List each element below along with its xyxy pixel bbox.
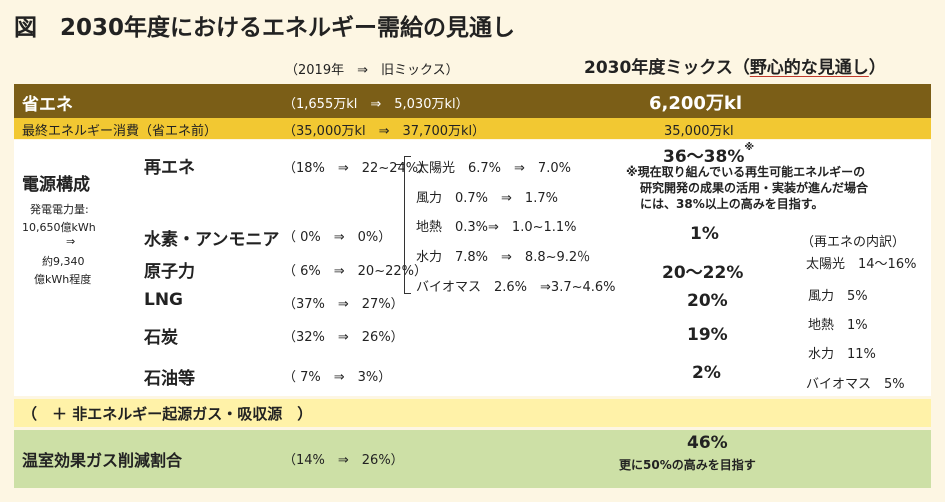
source-value-renewable: 36～38%※: [663, 142, 754, 167]
savings-band: [14, 84, 931, 118]
renewable-note-mark: ※: [744, 142, 755, 153]
new-mix-prefix: 2030年度ミックス（: [584, 58, 750, 78]
source-value-coal: 19%: [687, 325, 728, 345]
renewable-old-item: 水力 7.8% ⇒ 8.8~9.2％: [416, 250, 591, 265]
renewable-bracket-tick: [396, 164, 404, 165]
final-consumption-value: 35,000万kl: [664, 124, 734, 139]
renewable-new-item: 風力 5%: [808, 289, 868, 304]
page-title: 図 2030年度におけるエネルギー需給の見通し: [14, 15, 516, 41]
renewable-new-item: 水力 11%: [808, 347, 876, 362]
source-label-nuclear: 原子力: [144, 262, 195, 282]
final-consumption-label: 最終エネルギー消費（省エネ前）: [22, 124, 218, 139]
power-sub-3: ⇒: [66, 235, 76, 248]
renewable-bracket: [404, 156, 411, 294]
source-label-lng: LNG: [144, 290, 184, 310]
renewable-new-heading: （再エネの内訳）: [801, 235, 906, 250]
source-label-renewable: 再エネ: [144, 158, 195, 178]
source-range-coal: （32% ⇒ 26%）: [283, 330, 404, 345]
new-mix-suffix: ）: [868, 58, 886, 78]
savings-value: 6,200万kl: [649, 93, 743, 114]
power-sub-1: 発電電力量:: [30, 203, 89, 216]
renewable-new-item: バイオマス 5%: [806, 377, 905, 392]
renewable-new-item: 地熱 1%: [808, 318, 868, 333]
final-consumption-range: （35,000万kl ⇒ 37,700万kl）: [283, 124, 486, 139]
renewable-old-item: 地熱 0.3%⇒ 1.0~1.1%: [416, 220, 577, 235]
non-energy-label: （ ＋ 非エネルギー起源ガス・吸収源 ）: [22, 405, 313, 423]
non-energy-band: [14, 399, 931, 427]
source-range-renewable: （18% ⇒ 22~24%）: [283, 161, 432, 176]
ghg-note: 更に50%の高みを目指す: [619, 458, 756, 472]
power-sub-2: 10,650億kWh: [22, 221, 96, 234]
new-mix-underlined: 野心的な見通し: [749, 58, 869, 78]
source-label-coal: 石炭: [144, 328, 178, 348]
source-range-hydrogen: （ 0% ⇒ 0%）: [283, 230, 392, 245]
source-value-lng: 20%: [687, 291, 728, 311]
source-label-oil: 石油等: [144, 369, 195, 389]
source-value-hydrogen: 1%: [690, 224, 719, 244]
source-range-lng: （37% ⇒ 27%）: [283, 297, 404, 312]
ghg-range: （14% ⇒ 26%）: [283, 453, 404, 468]
savings-label: 省エネ: [22, 95, 73, 115]
renewable-value-text: 36～38%: [663, 147, 745, 167]
ghg-value: 46%: [687, 433, 728, 453]
power-mix-panel: [14, 140, 931, 396]
power-sub-5: 億kWh程度: [34, 273, 92, 286]
ghg-band: [14, 430, 931, 488]
renewable-old-item: バイオマス 2.6% ⇒3.7~4.6%: [416, 280, 616, 295]
source-value-nuclear: 20～22%: [662, 263, 744, 283]
source-range-oil: （ 7% ⇒ 3%）: [283, 370, 392, 385]
renewable-note-line-3: には、38%以上の高みを目指す。: [640, 197, 824, 211]
source-label-hydrogen: 水素・アンモニア: [144, 230, 280, 250]
renewable-old-item: 風力 0.7% ⇒ 1.7%: [416, 191, 558, 206]
renewable-new-item: 太陽光 14～16%: [806, 257, 917, 272]
power-heading: 電源構成: [22, 175, 90, 195]
renewable-old-item: 太陽光 6.7% ⇒ 7.0%: [416, 161, 571, 176]
ghg-label: 温室効果ガス削減割合: [22, 451, 183, 470]
renewable-note-line-1: ※現在取り組んでいる再生可能エネルギーの: [626, 165, 866, 179]
new-mix-header: 2030年度ミックス（野心的な見通し）: [584, 53, 886, 78]
old-mix-header: （2019年 ⇒ 旧ミックス）: [285, 63, 459, 78]
savings-range: （1,655万kl ⇒ 5,030万kl）: [283, 97, 469, 112]
final-consumption-band: [14, 118, 931, 139]
source-value-oil: 2%: [692, 363, 721, 383]
renewable-note-line-2: 研究開発の成果の活用・実装が進んだ場合: [640, 181, 869, 195]
power-sub-4: 約9,340: [42, 255, 85, 268]
source-range-nuclear: （ 6% ⇒ 20~22%）: [283, 264, 427, 279]
